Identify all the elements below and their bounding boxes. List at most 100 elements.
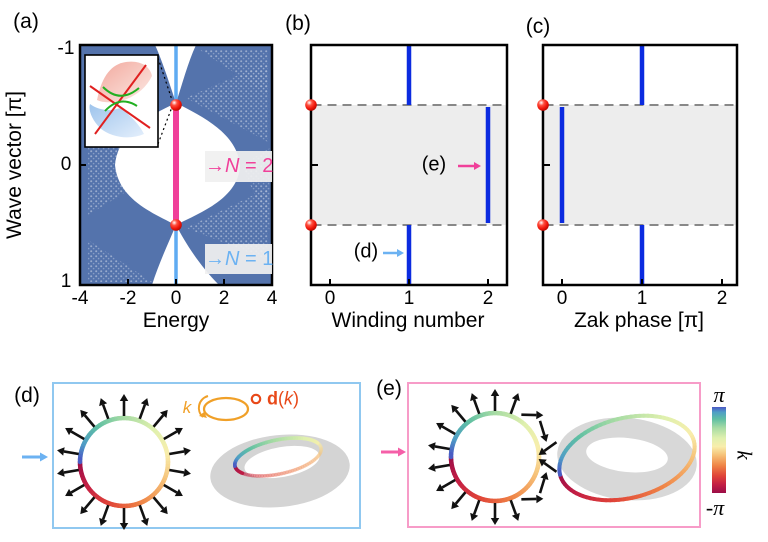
d-vector-arrow (83, 414, 96, 428)
torus-d-hole (244, 445, 320, 479)
dk-k: k (284, 388, 293, 409)
d-vector-arrow (70, 430, 85, 441)
dirac-dot (305, 219, 317, 231)
d-vector-arrow (152, 414, 165, 428)
d-vector-arrow-head (140, 398, 149, 407)
ref-d-arrow-head (397, 249, 404, 257)
n1-value: = 1 (239, 248, 274, 270)
fermi-arc-line (102, 86, 140, 97)
panel-label-c: (c) (525, 15, 551, 38)
colorbar-max-label: π (713, 382, 725, 407)
dirac-dot (537, 219, 549, 231)
d-vector-arrow-head (119, 523, 129, 530)
d-vector-arrow (441, 478, 456, 489)
tick-label: -1 (57, 38, 75, 59)
d-vector-arrow-head (470, 512, 479, 521)
panel-label-e: (e) (376, 377, 402, 400)
colorbar-min-label: -π (705, 495, 725, 520)
n1-symbol: N (225, 248, 240, 270)
tick-label: 1 (60, 271, 72, 292)
nodal-line (94, 64, 147, 135)
d-vector-arrow (169, 468, 185, 474)
d-vector-arrow-head (159, 505, 168, 515)
d-vector-arrow-head (99, 517, 108, 526)
d-vector-arrow-head (536, 410, 544, 420)
axis-title-energy: Energy (142, 309, 210, 332)
d-vector-arrow (509, 399, 518, 415)
ref-label-d: (d) (353, 240, 379, 263)
axis-title-wave-vector: Wave vector [π] (3, 91, 26, 239)
d-vector-arrow (63, 468, 79, 474)
d-vector-arrow-head (57, 468, 65, 477)
fermi-arc-line (104, 100, 138, 112)
panel-label-b: (b) (285, 12, 311, 35)
mobius-e-colored-edge (557, 413, 697, 503)
d-vector-arrow-head (65, 427, 74, 436)
tick-label: 1 (403, 288, 415, 309)
dirac-dot (305, 99, 317, 111)
colorbar (712, 407, 726, 493)
d-vector-arrow (138, 504, 147, 520)
panel-label-a: (a) (13, 10, 39, 33)
axis-ticks (79, 44, 723, 286)
d-vector-arrow (138, 404, 147, 420)
d-vector-arrow-head (428, 442, 436, 451)
d-vector-arrow (70, 483, 85, 494)
d-vector-arrow (441, 425, 456, 436)
d-vector-arrow-head (490, 518, 500, 525)
n2-arrow-glyph: → (205, 155, 225, 177)
inset-connector-line (157, 106, 173, 145)
ref-label-e: (e) (421, 153, 447, 176)
d-vector-arrow-head (57, 447, 65, 456)
annotation-n2: →N = 2 (205, 151, 274, 182)
panels-bc-content (312, 45, 736, 285)
dk-d: d (267, 388, 278, 409)
panel-d-box (52, 382, 361, 529)
d-vector-arrow-head (538, 447, 547, 456)
n2-value: = 2 (239, 155, 274, 177)
d-vector-arrow-head (183, 468, 191, 477)
d-vector-arrow (101, 504, 110, 520)
panel-e-box (407, 382, 701, 528)
inset-connector-line (157, 57, 173, 101)
d-vector-arrow-head (490, 389, 500, 396)
panel-d-box-group (52, 382, 701, 529)
d-vector-arrow (454, 491, 467, 505)
annotation-k: k (182, 398, 192, 417)
tick-label: 2 (716, 288, 728, 309)
d-vector-arrow (169, 450, 185, 456)
tick-label: 0 (60, 154, 72, 175)
d-vector-arrow-head (159, 409, 168, 419)
d-vector-arrow-head (540, 472, 549, 481)
d-vector-arrow (509, 499, 518, 515)
dk-open: ( (278, 388, 284, 409)
annotation-n1: →N = 1 (205, 244, 274, 274)
mobius-e-hole (586, 437, 668, 473)
d-vector-arrow (101, 404, 110, 420)
d-vector-arrow-head (436, 422, 445, 431)
bottom-generated (22, 162, 697, 530)
d-vector-arrow (152, 496, 165, 510)
k-cycle-arrowhead (199, 412, 207, 418)
d-vector-arrow (83, 496, 96, 510)
tick-label: -4 (71, 288, 89, 309)
dirac-dot (170, 219, 182, 231)
d-vector-arrow-head (80, 505, 89, 515)
panel-label-d: (d) (14, 384, 40, 407)
d-vector-arrow-head (511, 512, 520, 521)
d-vector-arrow (472, 399, 481, 415)
dirac-cone-lower-sheet (89, 104, 144, 138)
panel-d-pointer-arrow-head (40, 452, 48, 462)
d-vector-arrow (543, 441, 558, 453)
d-vector-arrow (454, 409, 467, 423)
k-circle-winding-2 (448, 410, 542, 504)
d-vector-arrow-head (140, 517, 149, 526)
d-vector-arrow (163, 483, 178, 494)
colorbar-generated (712, 407, 726, 493)
d-vector-arrow (543, 461, 558, 473)
d-vector-arrow-head (451, 404, 460, 414)
tick-label: 4 (266, 288, 278, 309)
d-vector-arrow-head (540, 433, 549, 442)
